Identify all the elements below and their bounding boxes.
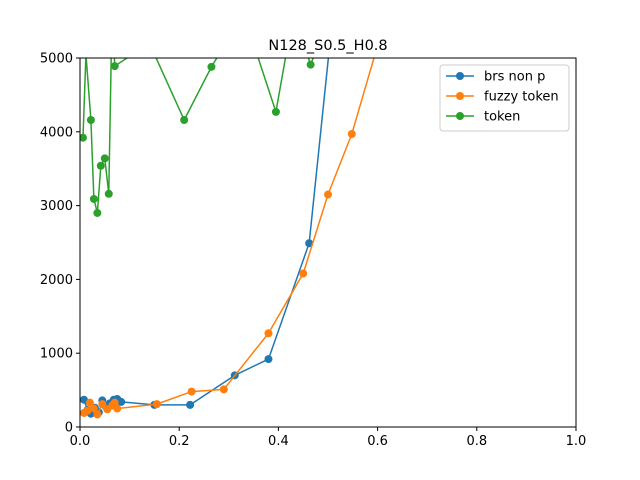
- y-tick-label: 5000: [40, 52, 73, 67]
- data-point-fuzzy-token: [152, 400, 161, 409]
- data-point-brs-non-p: [264, 355, 273, 364]
- x-tick-label: 0.2: [169, 434, 190, 449]
- data-point-token: [104, 189, 113, 198]
- series-brs-non-p: [80, 10, 337, 418]
- data-point-fuzzy-token: [98, 400, 107, 409]
- legend-label: brs non p: [484, 70, 545, 85]
- data-point-fuzzy-token: [93, 410, 102, 419]
- x-axis: 0.0 0.2 0.4 0.6 0.8 1.0: [70, 427, 587, 449]
- y-tick-label: 1000: [40, 347, 73, 362]
- data-point-token: [180, 115, 189, 124]
- series-line-token: [82, 58, 314, 214]
- series-line-fuzzy-token: [83, 58, 375, 416]
- data-point-fuzzy-token: [89, 404, 98, 413]
- data-point-brs-non-p: [186, 400, 195, 409]
- legend: brs non p fuzzy token token: [439, 64, 570, 132]
- data-point-token: [108, 0, 116, 3]
- legend-label: fuzzy token: [484, 90, 559, 105]
- series-fuzzy-token: [80, 24, 387, 419]
- data-point-brs-non-p: [329, 10, 337, 18]
- series-layer: [80, 0, 387, 419]
- data-point-token: [306, 60, 315, 69]
- data-point-brs-non-p: [117, 397, 126, 406]
- series-token: [80, 0, 337, 217]
- data-point-fuzzy-token: [264, 329, 273, 338]
- y-tick-label: 4000: [40, 125, 73, 140]
- legend-marker: [456, 92, 464, 100]
- legend-label: token: [484, 110, 520, 125]
- data-point-fuzzy-token: [83, 406, 92, 415]
- data-point-fuzzy-token: [85, 398, 94, 407]
- x-tick-label: 1.0: [566, 434, 587, 449]
- y-axis: 0 1000 2000 3000 4000 5000: [40, 52, 80, 436]
- data-point-token: [329, 2, 337, 10]
- data-point-brs-non-p: [305, 239, 314, 248]
- data-point-token: [86, 115, 95, 124]
- data-point-token: [240, 10, 248, 18]
- y-tick-label: 3000: [40, 199, 73, 214]
- plot-frame: [79, 57, 577, 428]
- data-point-token: [80, 133, 87, 142]
- legend-marker: [456, 112, 464, 120]
- chart-title: N128_S0.5_H0.8: [268, 38, 387, 54]
- data-point-token: [84, 58, 88, 59]
- data-point-token: [110, 62, 119, 71]
- data-point-fuzzy-token: [347, 130, 356, 139]
- data-point-token: [96, 161, 105, 170]
- data-point-fuzzy-token: [379, 24, 387, 32]
- y-tick-label: 0: [65, 421, 73, 436]
- data-point-token: [207, 62, 216, 71]
- x-tick-label: 0.4: [268, 434, 289, 449]
- legend-box: [439, 64, 570, 132]
- data-point-token: [89, 194, 98, 203]
- data-point-brs-non-p: [80, 395, 88, 404]
- data-point-token: [145, 39, 153, 47]
- x-tick-label: 0.0: [70, 434, 91, 449]
- data-point-fuzzy-token: [324, 190, 332, 199]
- x-tick-label: 0.8: [466, 434, 487, 449]
- data-point-fuzzy-token: [113, 404, 122, 413]
- data-point-token: [271, 107, 280, 116]
- data-point-fuzzy-token: [299, 269, 308, 278]
- legend-marker: [456, 72, 464, 80]
- y-tick-label: 2000: [40, 273, 73, 288]
- data-point-token: [100, 154, 109, 163]
- data-point-token: [289, 10, 297, 18]
- data-point-token: [93, 208, 102, 217]
- data-point-fuzzy-token: [219, 385, 228, 394]
- data-point-fuzzy-token: [187, 387, 196, 396]
- x-tick-label: 0.6: [367, 434, 388, 449]
